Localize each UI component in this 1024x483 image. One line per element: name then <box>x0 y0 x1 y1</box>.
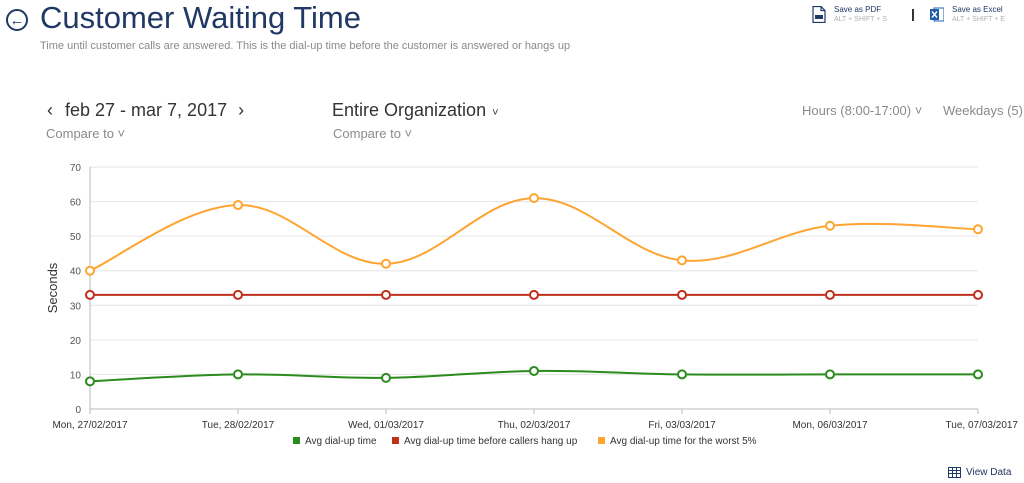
data-point <box>677 289 687 300</box>
save-excel-shortcut: ALT + SHIFT + E <box>952 16 1005 23</box>
save-excel-button[interactable]: Save as Excel ALT + SHIFT + E <box>930 5 1005 24</box>
data-point <box>85 376 95 387</box>
x-tick-label: Wed, 01/03/2017 <box>348 420 424 431</box>
data-point <box>825 220 835 231</box>
y-tick-label: 70 <box>70 163 82 174</box>
legend-swatch <box>598 437 605 444</box>
next-period-arrow[interactable]: › <box>238 100 245 120</box>
organization-dropdown[interactable]: Entire Organization ˅ <box>332 100 499 121</box>
legend-label: Avg dial-up time <box>305 436 377 447</box>
export-divider <box>912 9 914 21</box>
save-pdf-label: Save as PDF <box>834 5 882 14</box>
save-pdf-button[interactable]: Save as PDF ALT + SHIFT + S <box>812 5 887 24</box>
y-tick-label: 40 <box>70 267 82 278</box>
back-button[interactable]: ← <box>6 9 28 31</box>
data-point <box>677 255 687 266</box>
date-range-label[interactable]: feb 27 - mar 7, 2017 <box>65 100 228 120</box>
series-line <box>89 197 979 272</box>
data-point <box>85 265 95 276</box>
data-point <box>381 289 391 300</box>
excel-icon <box>930 7 944 22</box>
data-point <box>233 289 243 300</box>
x-tick-label: Thu, 02/03/2017 <box>498 420 571 431</box>
data-point <box>973 289 983 300</box>
data-point <box>381 258 391 269</box>
x-tick-label: Tue, 07/03/2017 <box>946 420 1019 431</box>
data-point <box>233 200 243 211</box>
data-point <box>529 365 539 376</box>
date-compare-dropdown[interactable]: Compare to ˅ <box>46 126 126 141</box>
x-tick-label: Mon, 06/03/2017 <box>792 420 867 431</box>
organization-compare-dropdown[interactable]: Compare to ˅ <box>333 126 413 141</box>
date-range-bar: ‹ feb 27 - mar 7, 2017 › <box>45 100 246 121</box>
y-tick-label: 10 <box>70 370 82 381</box>
legend-label: Avg dial-up time before callers hang up <box>404 436 578 447</box>
legend-swatch <box>293 437 300 444</box>
data-point <box>825 369 835 380</box>
y-tick-label: 60 <box>70 198 82 209</box>
data-point <box>529 193 539 204</box>
previous-period-arrow[interactable]: ‹ <box>47 100 53 120</box>
page-subtitle: Time until customer calls are answered. … <box>40 40 571 52</box>
y-axis-label: Seconds <box>45 262 60 313</box>
view-data-button[interactable]: View Data <box>948 467 1011 478</box>
table-icon <box>948 467 961 478</box>
organization-label: Entire Organization <box>332 100 487 120</box>
hours-dropdown[interactable]: Hours (8:00-17:00) ˅ <box>802 103 923 118</box>
chevron-down-icon: ˅ <box>492 107 499 119</box>
save-pdf-shortcut: ALT + SHIFT + S <box>834 16 887 23</box>
data-point <box>825 289 835 300</box>
data-point <box>85 289 95 300</box>
x-tick-label: Tue, 28/02/2017 <box>202 420 275 431</box>
data-point <box>973 224 983 235</box>
y-tick-label: 0 <box>75 405 81 416</box>
legend-swatch <box>392 437 399 444</box>
x-tick-label: Mon, 27/02/2017 <box>52 420 127 431</box>
y-tick-label: 30 <box>70 301 82 312</box>
data-point <box>973 369 983 380</box>
data-point <box>381 372 391 383</box>
x-tick-label: Fri, 03/03/2017 <box>648 420 716 431</box>
page-title: Customer Waiting Time <box>40 0 361 35</box>
pdf-file-icon <box>812 6 826 23</box>
view-data-label: View Data <box>966 467 1012 478</box>
data-point <box>233 369 243 380</box>
weekdays-dropdown[interactable]: Weekdays (5) <box>943 103 1023 118</box>
data-point <box>677 369 687 380</box>
legend-label: Avg dial-up time for the worst 5% <box>610 436 757 447</box>
data-point <box>529 289 539 300</box>
y-tick-label: 20 <box>70 336 82 347</box>
y-tick-label: 50 <box>70 232 82 243</box>
save-excel-label: Save as Excel <box>952 5 1003 14</box>
